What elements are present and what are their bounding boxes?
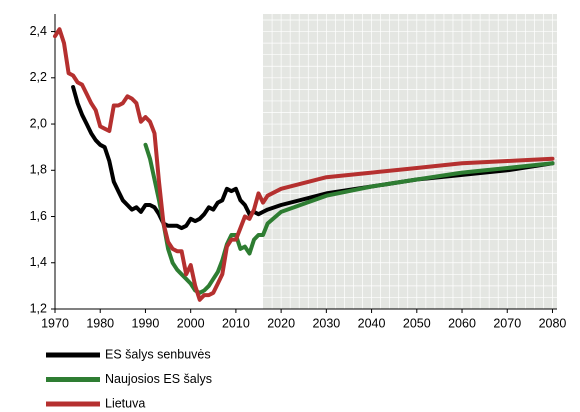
x-tick-label: 1970	[41, 316, 69, 330]
x-tick-label: 2080	[539, 316, 567, 330]
y-tick-label: 2,0	[30, 116, 47, 130]
y-tick-label: 2,4	[30, 24, 47, 38]
legend-label: Naujosios ES šalys	[105, 372, 212, 386]
y-tick-label: 1,2	[30, 301, 47, 315]
x-tick-label: 2070	[493, 316, 521, 330]
x-tick-label: 1990	[132, 316, 160, 330]
series-line	[71, 85, 555, 231]
y-tick-label: 1,8	[30, 163, 47, 177]
y-tick-label: 2,2	[30, 70, 47, 84]
x-tick-label: 2010	[222, 316, 250, 330]
y-tick-label: 1,4	[30, 255, 47, 269]
x-tick-label: 2050	[403, 316, 431, 330]
legend-label: Lietuva	[105, 396, 145, 410]
series-line	[143, 142, 555, 295]
x-tick-label: 2000	[177, 316, 205, 330]
x-tick-label: 1980	[86, 316, 114, 330]
x-tick-label: 2020	[267, 316, 295, 330]
x-tick-label: 2060	[448, 316, 476, 330]
x-tick-label: 2030	[312, 316, 340, 330]
legend-label: ES šalys senbuvės	[105, 347, 211, 361]
x-tick-label: 2040	[358, 316, 386, 330]
series-line	[53, 27, 555, 302]
y-tick-label: 1,6	[30, 209, 47, 223]
